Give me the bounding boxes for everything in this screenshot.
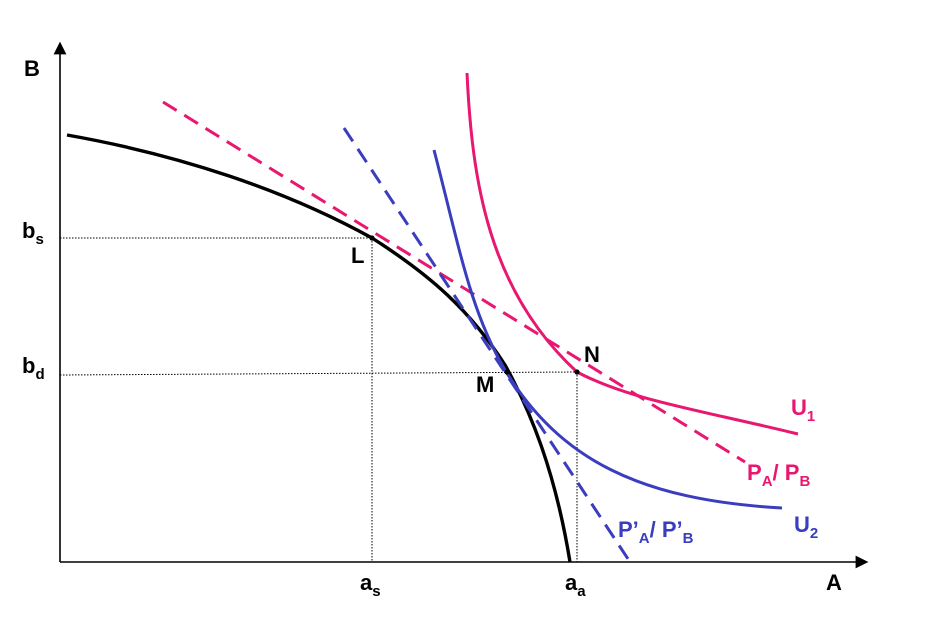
tick-label-as: as bbox=[360, 570, 381, 600]
production-frontier-curve bbox=[66, 133, 572, 563]
point-n-marker bbox=[574, 369, 580, 375]
curve-label-pa-pb: PA/ PB bbox=[747, 460, 810, 490]
curve-label-new-pa-pb: P’A/ P’B bbox=[618, 517, 694, 547]
tick-label-bd: bd bbox=[22, 353, 45, 383]
tick-label-aa: aa bbox=[565, 570, 586, 600]
point-label-m: M bbox=[476, 372, 494, 397]
point-l-marker bbox=[369, 235, 375, 241]
price-line-pa-pb bbox=[162, 100, 746, 464]
indifference-curve-u2 bbox=[432, 149, 783, 510]
guide-bd-horizontal bbox=[59, 371, 578, 376]
y-axis-label: B bbox=[24, 56, 40, 81]
point-label-n: N bbox=[584, 342, 600, 367]
tick-label-bs: bs bbox=[22, 218, 44, 248]
point-m-marker bbox=[504, 369, 510, 375]
x-axis-label: A bbox=[826, 570, 842, 595]
indifference-curve-u1 bbox=[465, 72, 799, 436]
point-label-l: L bbox=[351, 243, 364, 268]
curve-label-u1: U1 bbox=[791, 395, 815, 425]
curve-label-u2: U2 bbox=[794, 512, 818, 542]
price-line-new-pa-pb bbox=[342, 127, 632, 563]
